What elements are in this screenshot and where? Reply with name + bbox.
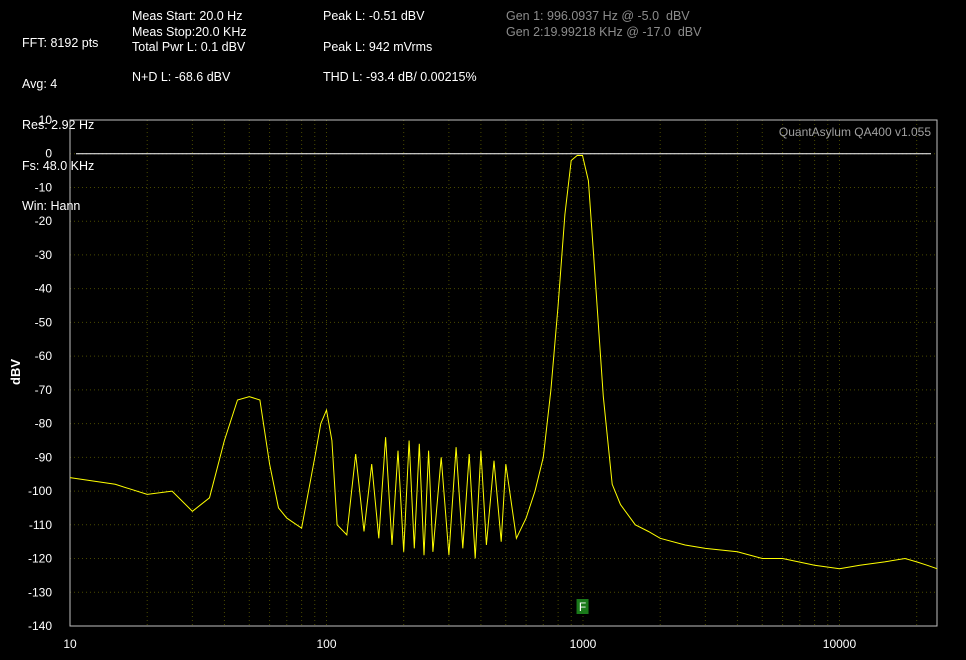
y-tick-label: -90 [35,450,53,464]
y-tick-label: -40 [35,282,53,296]
y-tick-label: 10 [39,113,53,127]
meas-stop-label: Meas Stop:20.0 KHz [132,25,247,39]
spectrum-trace [69,154,938,570]
x-tick-label: 10 [63,637,77,651]
total-power-label: Total Pwr L: 0.1 dBV [132,40,246,54]
y-tick-label: -120 [28,552,52,566]
y-tick-label: -80 [35,417,53,431]
sample-rate-label: Fs: 48.0 KHz [22,158,95,173]
x-axis-ticks: 10 100 1000 10000 [63,637,856,651]
x-tick-label: 10000 [823,637,857,651]
plot-frame [69,119,938,627]
y-tick-label: -70 [35,383,53,397]
y-tick-label: -50 [35,315,53,329]
y-axis-label: dBV [8,359,23,385]
y-tick-label: -10 [35,180,53,194]
y-tick-label: -60 [35,349,53,363]
x-tick-label: 1000 [570,637,597,651]
fft-info-column: FFT: 8192 pts Avg: 4 Res: 2.92 Hz Fs: 48… [22,10,98,228]
y-tick-label: -130 [28,585,52,599]
resolution-label: Res: 2.92 Hz [22,117,95,132]
fundamental-marker[interactable]: F [576,599,589,614]
window-label: Win: Hann [22,199,81,214]
peak-vrms-label: Peak L: 942 mVrms [323,40,433,54]
chart-grid [70,119,937,627]
y-tick-label: 0 [45,147,52,161]
brand-label: QuantAsylum QA400 v1.055 [779,125,931,139]
meas-start-label: Meas Start: 20.0 Hz [132,9,243,23]
averages-label: Avg: 4 [22,76,58,91]
noise-distortion-label: N+D L: -68.6 dBV [132,70,231,84]
fft-points-label: FFT: 8192 pts [22,36,99,51]
y-tick-label: -20 [35,214,53,228]
thd-label: THD L: -93.4 dB/ 0.00215% [323,70,477,84]
y-tick-label: -110 [29,518,52,532]
generator-2-label: Gen 2:19.99218 KHz @ -17.0 dBV [506,25,702,39]
y-axis-ticks: 10 0 -10 -20 -30 -40 -50 -60 -70 -80 -90 -100 -110 -1… [28,113,52,633]
fundamental-marker-label: F [579,600,586,614]
x-tick-label: 100 [316,637,336,651]
y-tick-label: -30 [35,248,53,262]
y-tick-label: -100 [28,484,52,498]
generator-1-label: Gen 1: 996.0937 Hz @ -5.0 dBV [506,9,690,23]
peak-dbv-label: Peak L: -0.51 dBV [323,9,425,23]
y-tick-label: -140 [28,619,52,633]
fundamental-marker-box [576,599,589,614]
